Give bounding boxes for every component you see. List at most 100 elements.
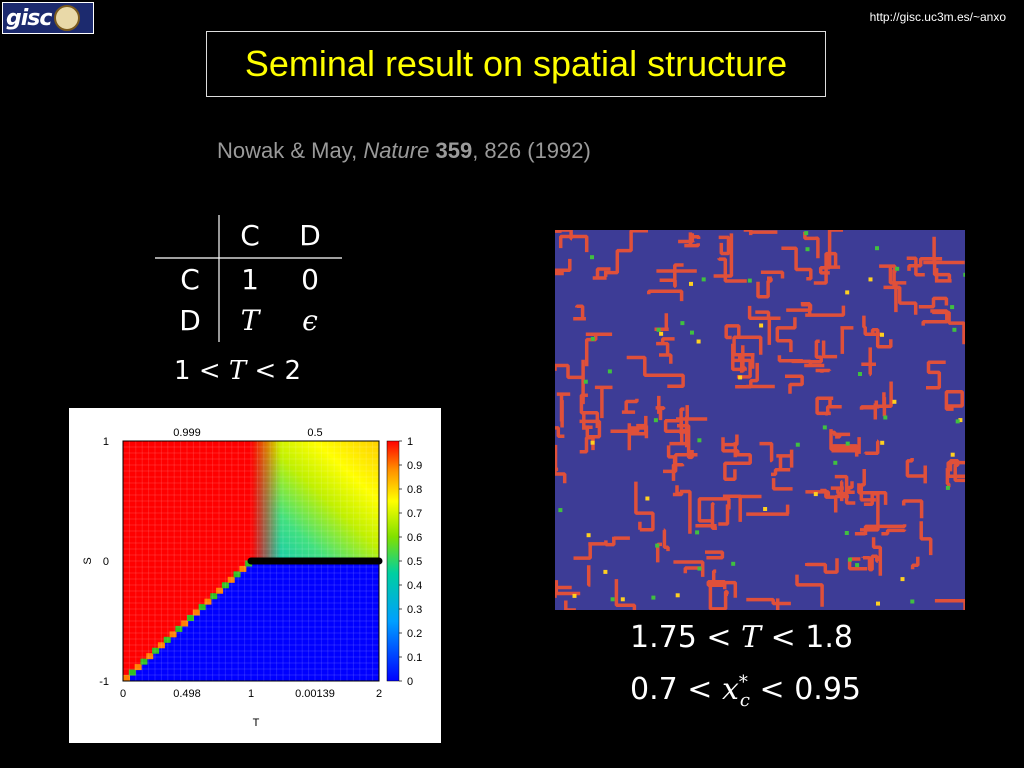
highlight-cell: [963, 272, 968, 277]
cell-dc: T: [241, 304, 262, 337]
highlight-cell: [583, 379, 588, 384]
highlight-cell: [880, 440, 885, 445]
y-axis-label: S: [82, 557, 94, 564]
boundary-step: [204, 598, 212, 605]
colorbar-tick-label: 0.9: [407, 460, 422, 472]
highlight-cell: [892, 399, 897, 404]
highlight-cell: [858, 372, 862, 376]
highlight-cell: [895, 266, 900, 271]
highlight-cell: [822, 425, 827, 430]
bottom-annotation: 0.00139: [295, 688, 335, 700]
highlight-cell: [656, 327, 661, 332]
spatial-simulation-image: [553, 228, 968, 612]
highlight-cell: [697, 438, 702, 443]
colorbar-tick-label: 0.4: [407, 580, 422, 592]
highlight-cell: [655, 543, 660, 548]
x-tick-label: 0: [120, 688, 126, 700]
citation-authors: Nowak & May,: [217, 138, 364, 163]
highlight-cell: [952, 327, 957, 332]
highlight-cell: [950, 452, 955, 457]
highlight-cell: [848, 557, 852, 562]
boundary-step: [210, 593, 218, 600]
res1-var: T: [741, 620, 762, 655]
highlight-cell: [731, 561, 736, 566]
cond-right: 2: [284, 356, 302, 386]
boundary-step: [152, 647, 160, 654]
cond-left: 1: [174, 356, 191, 386]
boundary-step: [157, 642, 165, 649]
res2-right: 0.95: [794, 672, 861, 707]
x-axis-label: T: [253, 717, 260, 729]
boundary-step: [198, 604, 206, 611]
boundary-step: [146, 653, 154, 660]
highlight-cell: [833, 460, 838, 465]
colorbar-tick-label: 0: [407, 676, 413, 688]
citation: Nowak & May, Nature 359, 826 (1992): [217, 138, 591, 164]
res2-op1: <: [687, 672, 713, 707]
highlight-cell: [590, 440, 595, 445]
cond-op2: <: [254, 356, 277, 386]
highlight-cell: [958, 418, 963, 423]
highlight-cell: [747, 278, 752, 283]
plot-frame: [122, 440, 380, 682]
spatial-network: [553, 228, 968, 612]
boundary-step: [192, 609, 200, 616]
highlight-cell: [845, 290, 850, 295]
res1-right: 1.8: [805, 620, 853, 655]
boundary-step: [181, 620, 189, 627]
highlight-cell: [651, 595, 656, 600]
gisc-logo: gisc: [2, 2, 94, 34]
highlight-cell: [880, 332, 884, 337]
col-header-d: D: [299, 219, 321, 252]
highlight-cell: [558, 508, 563, 513]
highlight-cell: [603, 569, 608, 574]
condition-formula: 1 < T < 2: [174, 356, 301, 386]
highlight-cell: [910, 599, 915, 604]
result-t-range: 1.75 < T < 1.8: [630, 620, 853, 655]
highlight-cell: [805, 247, 810, 252]
colorbar-tick-label: 1: [407, 436, 413, 448]
y-tick-label: -1: [99, 676, 109, 688]
col-header-c: C: [240, 219, 260, 252]
colorbar-tick-label: 0.3: [407, 604, 422, 616]
colorbar: [386, 440, 400, 682]
boundary-step: [134, 664, 142, 671]
bottom-annotation: 0.498: [173, 688, 201, 700]
boundary-step: [123, 675, 130, 681]
highlight-cell: [759, 323, 764, 328]
title-box: Seminal result on spatial structure: [206, 31, 826, 97]
top-annotation: 0.999: [173, 427, 201, 439]
defector-network: [553, 228, 967, 612]
boundary-step: [169, 631, 177, 638]
highlight-cell: [680, 321, 685, 326]
highlight-cell: [653, 418, 658, 423]
citation-rest: , 826 (1992): [472, 138, 591, 163]
red-region: [123, 441, 251, 681]
highlight-cell: [572, 593, 577, 598]
res1-left: 1.75: [630, 620, 697, 655]
res1-op1: <: [706, 620, 732, 655]
highlight-cell: [689, 281, 693, 286]
boundary-step: [216, 587, 224, 594]
highlight-cell: [690, 330, 694, 335]
highlight-cell: [590, 255, 594, 260]
highlight-cell: [697, 566, 702, 571]
cell-cd: 0: [301, 263, 319, 296]
highlight-cell: [955, 419, 960, 424]
highlight-cell: [813, 492, 818, 497]
phase-diagram: 0 1 2 -1 0 1 T S 0.999 0.5 0.498 0.00139 0 0.1 0.2 0.3 0…: [82, 427, 422, 729]
boundary-step: [227, 576, 235, 583]
colorbar-tick-label: 0.8: [407, 484, 422, 496]
res2-sub: c: [739, 690, 750, 711]
highlight-cell: [845, 441, 850, 446]
colorbar-tick-label: 0.6: [407, 532, 422, 544]
highlight-cell: [586, 533, 591, 538]
highlight-cell: [696, 339, 701, 344]
highlight-cell: [950, 305, 955, 310]
colorbar-tick-label: 0.7: [407, 508, 422, 520]
boundary-step: [163, 636, 171, 643]
highlight-cell: [659, 331, 664, 336]
highlight-cell: [645, 496, 650, 501]
res2-sup: *: [738, 672, 748, 693]
boundary-step: [187, 615, 194, 621]
